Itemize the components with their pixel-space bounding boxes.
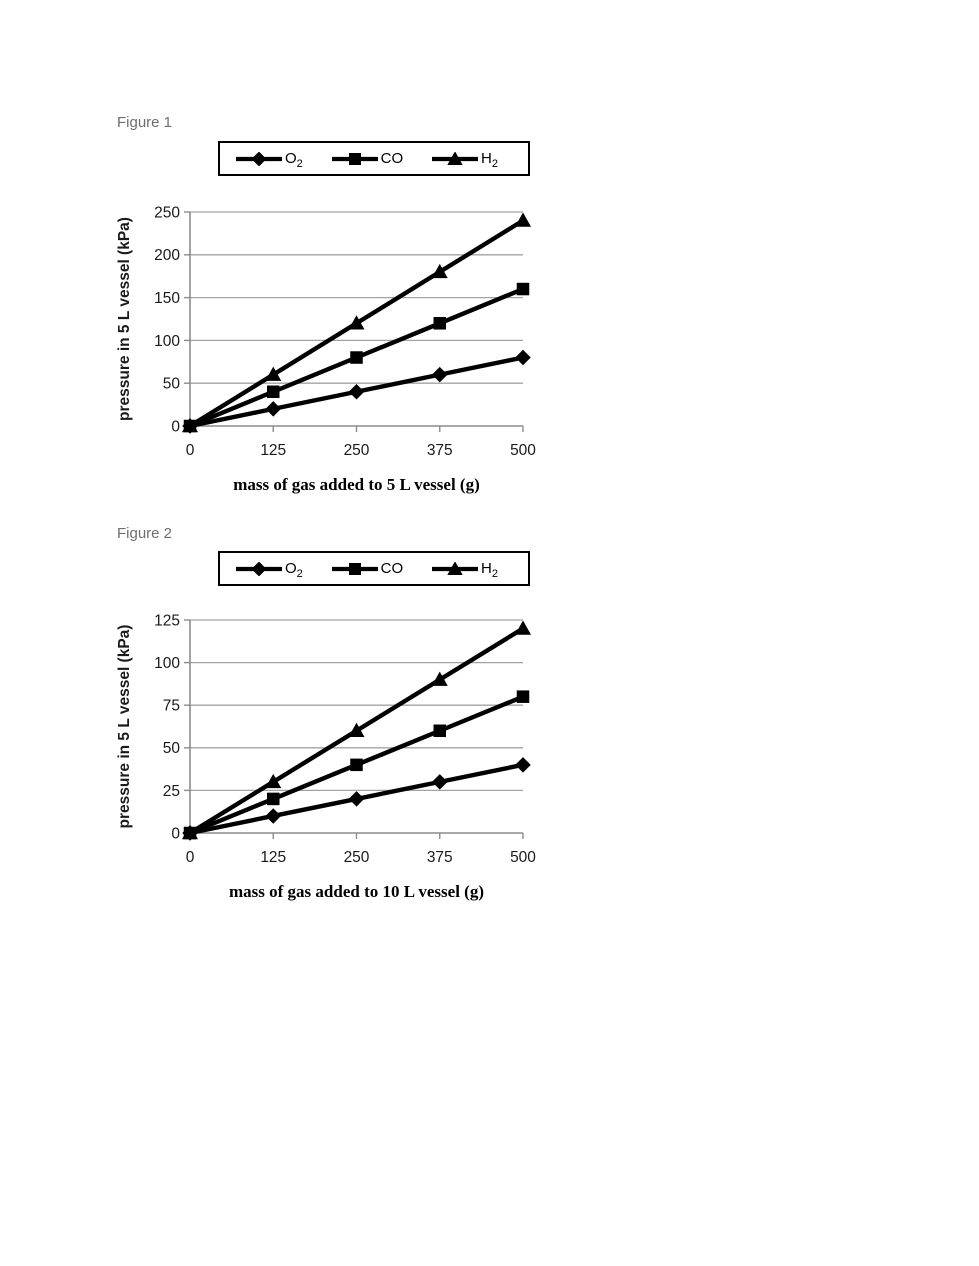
svg-text:mass of gas added to 10 L vess: mass of gas added to 10 L vessel (g) xyxy=(229,882,484,901)
legend-item-h2: H2 xyxy=(432,150,498,170)
svg-text:200: 200 xyxy=(154,247,180,264)
legend-label-o2: O2 xyxy=(285,560,303,580)
svg-text:250: 250 xyxy=(154,204,180,221)
svg-text:150: 150 xyxy=(154,290,180,307)
legend-item-o2: O2 xyxy=(236,150,303,170)
svg-text:250: 250 xyxy=(344,442,370,459)
svg-text:500: 500 xyxy=(510,442,536,459)
figure-1-chart: 0 50 100 150 200 250 0 125 250 375 500 pressure in … xyxy=(100,195,560,505)
o2-line-diamond-icon xyxy=(236,561,282,576)
svg-text:0: 0 xyxy=(171,825,180,842)
svg-text:mass of gas added to 5 L vess: mass of gas added to 5 L vessel (g) xyxy=(233,475,480,494)
co-line-square-icon xyxy=(331,562,378,575)
svg-text:75: 75 xyxy=(163,698,180,715)
h2-line-triangle-icon xyxy=(432,561,479,575)
figure-2-legend: O2 CO H2 xyxy=(218,551,530,586)
legend-label-co: CO xyxy=(380,560,404,577)
svg-text:0: 0 xyxy=(186,849,195,866)
chart-svg: 0 25 50 75 100 125 0 125 250 375 500 pressure in 5 … xyxy=(116,612,536,901)
chart-svg: 0 50 100 150 200 250 0 125 250 375 500 pressure in … xyxy=(116,204,536,494)
h2-line-triangle-icon xyxy=(432,151,479,165)
svg-text:0: 0 xyxy=(186,442,195,459)
legend-label-co: CO xyxy=(380,150,404,167)
legend-item-co: CO xyxy=(331,560,404,577)
svg-text:125: 125 xyxy=(260,442,286,459)
svg-text:pressure in 5 L vessel (kPa): pressure in 5 L vessel (kPa) xyxy=(116,625,133,829)
svg-text:125: 125 xyxy=(260,849,286,866)
o2-line-diamond-icon xyxy=(236,151,282,166)
figure-2-label: Figure 2 xyxy=(117,525,173,542)
svg-text:pressure in 5 L vessel (kPa): pressure in 5 L vessel (kPa) xyxy=(116,217,133,421)
svg-text:0: 0 xyxy=(171,418,180,435)
svg-text:50: 50 xyxy=(163,740,181,757)
svg-text:100: 100 xyxy=(154,655,180,672)
svg-text:250: 250 xyxy=(344,849,370,866)
legend-label-h2: H2 xyxy=(481,150,498,170)
svg-text:500: 500 xyxy=(510,849,536,866)
figure-1-label: Figure 1 xyxy=(117,114,173,131)
figure-2-chart: 0 25 50 75 100 125 0 125 250 375 500 pressure in 5 … xyxy=(100,605,560,910)
legend-item-o2: O2 xyxy=(236,560,303,580)
svg-text:25: 25 xyxy=(163,783,180,800)
legend-item-co: CO xyxy=(331,150,404,167)
figure-1-legend: O2 CO H2 xyxy=(218,141,530,176)
legend-label-o2: O2 xyxy=(285,150,303,170)
svg-text:50: 50 xyxy=(163,376,181,393)
svg-text:100: 100 xyxy=(154,333,180,350)
svg-text:375: 375 xyxy=(427,442,453,459)
svg-text:375: 375 xyxy=(427,849,453,866)
co-line-square-icon xyxy=(331,152,378,165)
legend-item-h2: H2 xyxy=(432,560,498,580)
legend-label-h2: H2 xyxy=(481,560,498,580)
svg-text:125: 125 xyxy=(154,612,180,629)
